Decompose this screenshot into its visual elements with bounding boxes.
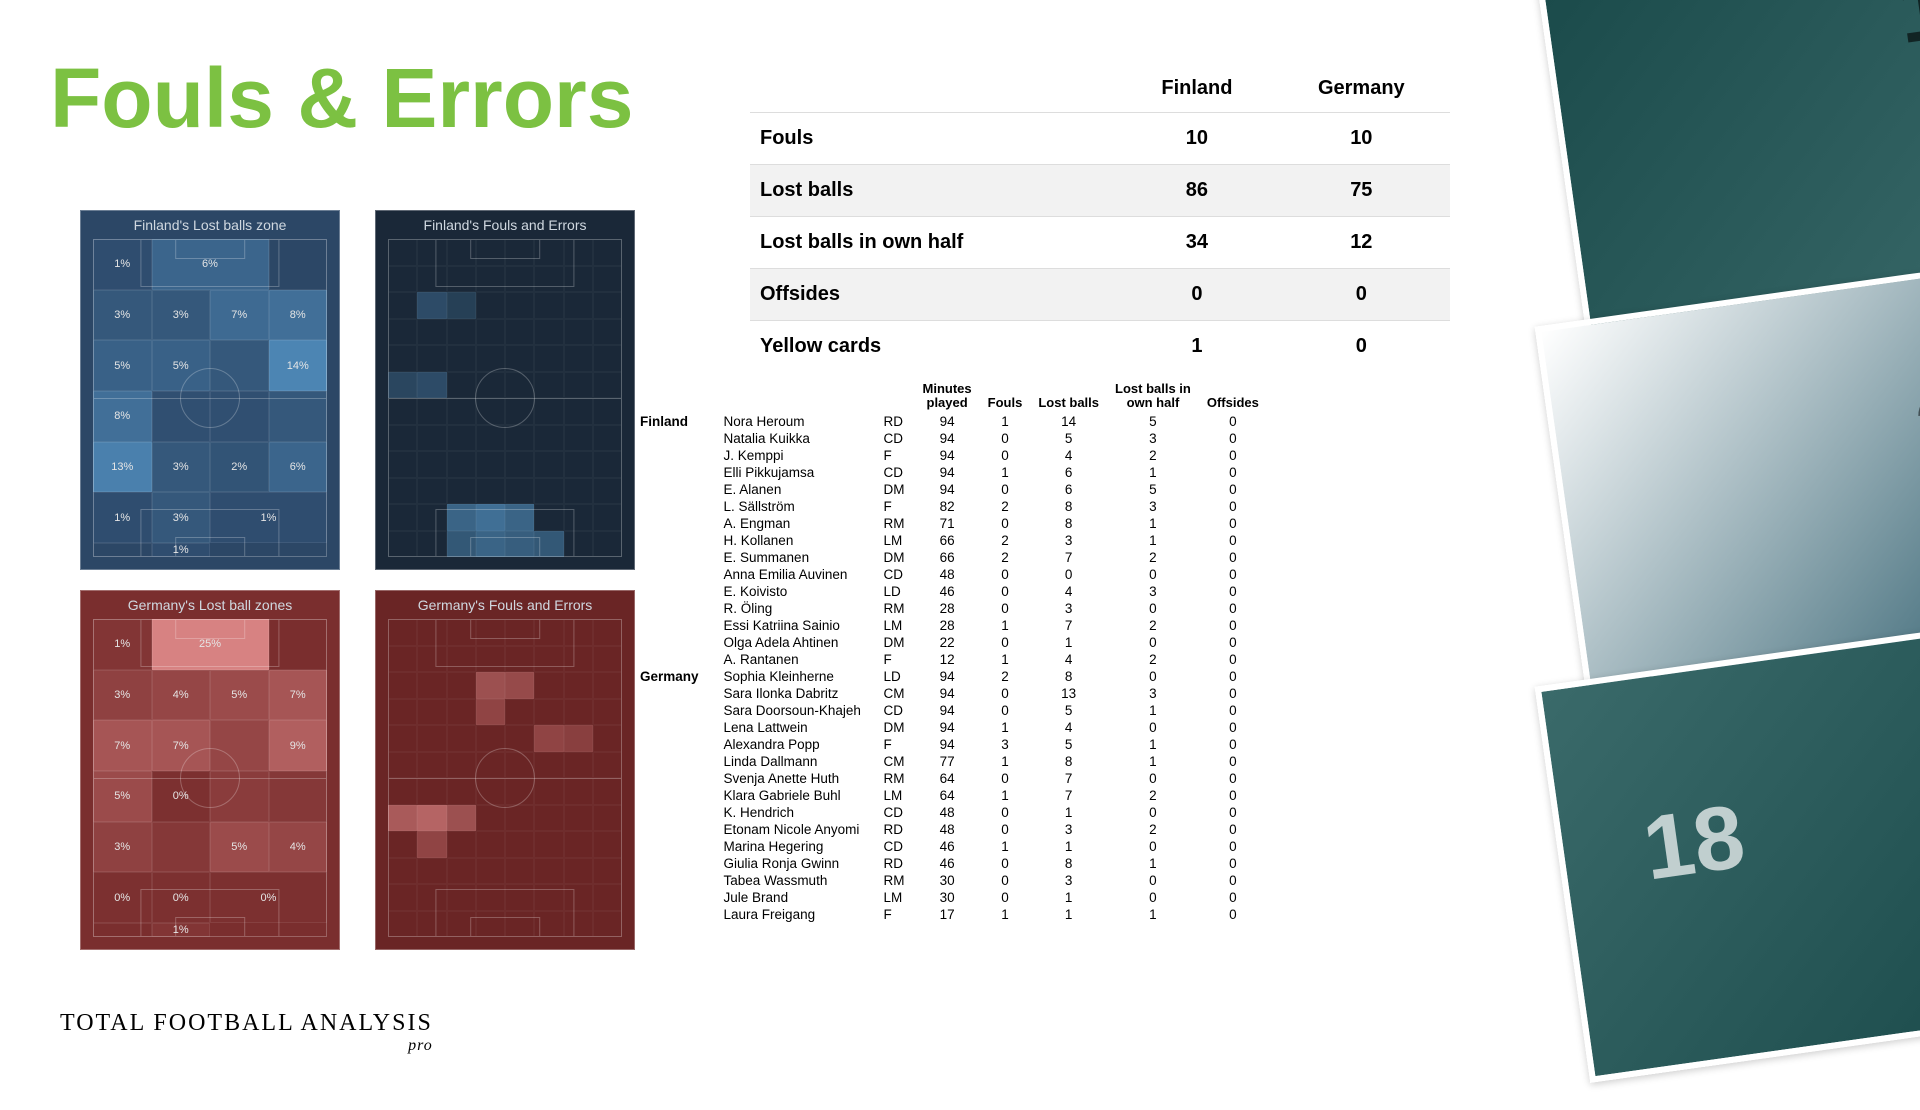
summary-row: Fouls1010 [750,113,1450,165]
player-row: E. AlanenDM940650 [630,481,1267,498]
heatmap-title: Germany's Fouls and Errors [376,597,634,614]
player-table-header: Lost balls inown half [1107,380,1199,413]
player-table-header: Minutesplayed [915,380,980,413]
player-table-header: Offsides [1199,380,1267,413]
player-row: Giulia Ronja GwinnRD460810 [630,855,1267,872]
photo-strip: 16 23 1819 [1520,0,1920,1110]
watermark-logo: TOTAL FOOTBALL ANALYSIS pro [60,1010,433,1055]
player-row: Svenja Anette HuthRM640700 [630,770,1267,787]
player-row: E. SummanenDM662720 [630,549,1267,566]
finland-lost-balls-heatmap: Finland's Lost balls zone 1%6%3%3%7%8%5%… [80,210,340,570]
player-row: Anna Emilia AuvinenCD480000 [630,566,1267,583]
player-row: Tabea WassmuthRM300300 [630,872,1267,889]
player-row: Klara Gabriele BuhlLM641720 [630,787,1267,804]
player-row: Olga Adela AhtinenDM220100 [630,634,1267,651]
germany-lost-balls-heatmap: Germany's Lost ball zones 1%25%3%4%5%7%7… [80,590,340,950]
summary-table: Finland Germany Fouls1010Lost balls8675L… [750,65,1450,372]
player-row: Sara Ilonka DabritzCM9401330 [630,685,1267,702]
player-table: MinutesplayedFoulsLost ballsLost balls i… [630,380,1267,923]
player-row: Elli PikkujamsaCD941610 [630,464,1267,481]
heatmap-title: Finland's Fouls and Errors [376,217,634,234]
heatmap-grid: Finland's Lost balls zone 1%6%3%3%7%8%5%… [80,210,640,950]
player-row: Sara Doorsoun-KhajehCD940510 [630,702,1267,719]
summary-col-finland: Finland [1121,65,1272,113]
player-row: K. HendrichCD480100 [630,804,1267,821]
player-row: R. ÖlingRM280300 [630,600,1267,617]
player-row: Alexandra PoppF943510 [630,736,1267,753]
player-row: A. RantanenF121420 [630,651,1267,668]
player-row: Lena LattweinDM941400 [630,719,1267,736]
player-row: E. KoivistoLD460430 [630,583,1267,600]
watermark-main: TOTAL FOOTBALL ANALYSIS [60,1010,433,1036]
player-row: Marina HegeringCD461100 [630,838,1267,855]
player-row: FinlandNora HeroumRD9411450 [630,413,1267,430]
player-row: Natalia KuikkaCD940530 [630,430,1267,447]
player-row: Linda DallmannCM771810 [630,753,1267,770]
player-row: J. KemppiF940420 [630,447,1267,464]
player-row: Jule BrandLM300100 [630,889,1267,906]
player-table-header [630,380,714,413]
player-row: Laura FreigangF171110 [630,906,1267,923]
player-table-header: Lost balls [1030,380,1107,413]
summary-row: Lost balls8675 [750,165,1450,217]
player-row: H. KollanenLM662310 [630,532,1267,549]
player-table-header [874,380,915,413]
page-title: Fouls & Errors [50,50,633,147]
heatmap-title: Germany's Lost ball zones [81,597,339,614]
player-table-header: Fouls [980,380,1031,413]
finland-fouls-heatmap: Finland's Fouls and Errors [375,210,635,570]
player-row: Essi Katriina SainioLM281720 [630,617,1267,634]
summary-row: Offsides00 [750,269,1450,321]
heatmap-title: Finland's Lost balls zone [81,217,339,234]
player-row: L. SällströmF822830 [630,498,1267,515]
match-photo: 1819 [1535,617,1920,1083]
player-table-header [714,380,874,413]
player-row: A. EngmanRM710810 [630,515,1267,532]
summary-col-germany: Germany [1273,65,1450,113]
player-row: Etonam Nicole AnyomiRD480320 [630,821,1267,838]
summary-row: Lost balls in own half3412 [750,217,1450,269]
summary-row: Yellow cards10 [750,321,1450,373]
watermark-sub: pro [60,1037,433,1055]
player-row: GermanySophia KleinherneLD942800 [630,668,1267,685]
germany-fouls-heatmap: Germany's Fouls and Errors [375,590,635,950]
